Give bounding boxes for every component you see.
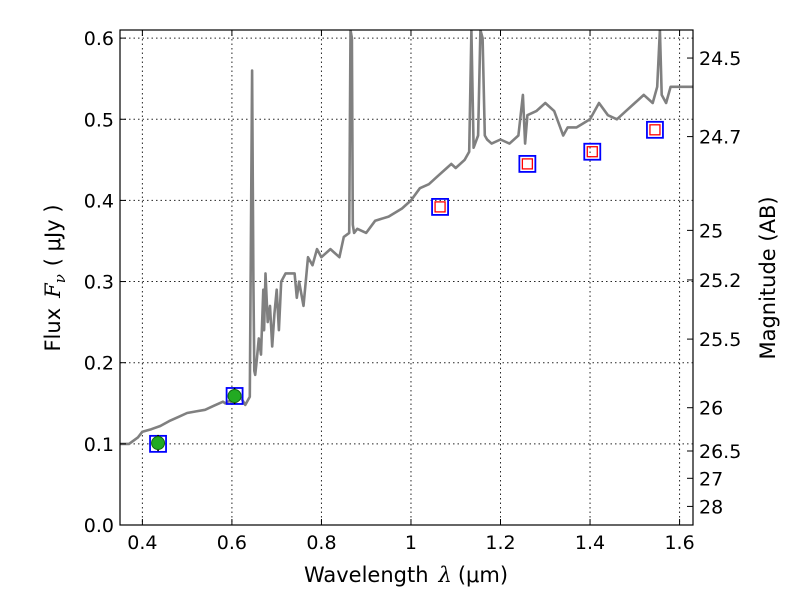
x-tick-label: 1.4 bbox=[575, 532, 605, 554]
grid bbox=[120, 30, 693, 526]
plot-frame bbox=[119, 29, 694, 526]
y2-tick-label: 25 bbox=[699, 220, 723, 242]
x-tick-label: 1.6 bbox=[664, 532, 694, 554]
y2-tick-label: 25.5 bbox=[699, 329, 741, 351]
detection-marker bbox=[227, 388, 242, 403]
spectrum-line bbox=[120, 30, 693, 446]
x-tick-label: 0.6 bbox=[217, 532, 247, 554]
y2-tick-label: 26 bbox=[699, 398, 723, 420]
upper-limit-marker bbox=[434, 201, 446, 213]
y-axis-title: FluxFν( μJy ) bbox=[41, 204, 69, 351]
y2-tick-label: 24.7 bbox=[699, 127, 741, 149]
photometry-layer bbox=[149, 120, 664, 453]
x-tick-label: 0.4 bbox=[127, 532, 157, 554]
y-tick-label: 0.1 bbox=[84, 434, 114, 456]
y-tick-label: 0.4 bbox=[84, 190, 114, 212]
spectrum-layer bbox=[120, 30, 693, 446]
y2-tick-label: 24.5 bbox=[699, 48, 741, 70]
model-photometry-marker bbox=[583, 142, 602, 161]
y2-tick-label: 27 bbox=[699, 468, 723, 490]
y2-tick-label: 26.5 bbox=[699, 441, 741, 463]
x-axis-title: Wavelength λ (μm) bbox=[304, 563, 508, 587]
ticks: 0.4 0.6 0.8 1 1.2 1.4 1.6 0.0 0.1 0.2 0.3 0.4 0.5 0.6… bbox=[84, 28, 742, 554]
model-photometry-marker bbox=[431, 198, 449, 216]
y2-tick-label: 28 bbox=[699, 496, 723, 518]
x-tick-label: 1.2 bbox=[485, 532, 515, 554]
y2-axis-title: Magnitude (AB) bbox=[756, 196, 780, 359]
detection-marker bbox=[151, 436, 166, 451]
y2-tick-label: 25.2 bbox=[699, 270, 741, 292]
upper-limit-marker bbox=[521, 158, 534, 170]
y-tick-label: 0.2 bbox=[84, 353, 114, 375]
upper-limit-marker bbox=[649, 124, 661, 136]
upper-limit-marker bbox=[586, 146, 598, 158]
model-photometry-marker bbox=[518, 154, 537, 173]
y-tick-label: 0.5 bbox=[84, 109, 114, 131]
x-tick-label: 0.8 bbox=[306, 532, 336, 554]
model-photometry-marker bbox=[646, 120, 664, 139]
y-tick-label: 0.0 bbox=[84, 515, 114, 537]
y-tick-label: 0.3 bbox=[84, 272, 114, 294]
y-tick-label: 0.6 bbox=[84, 28, 114, 50]
x-tick-label: 1 bbox=[405, 532, 417, 554]
